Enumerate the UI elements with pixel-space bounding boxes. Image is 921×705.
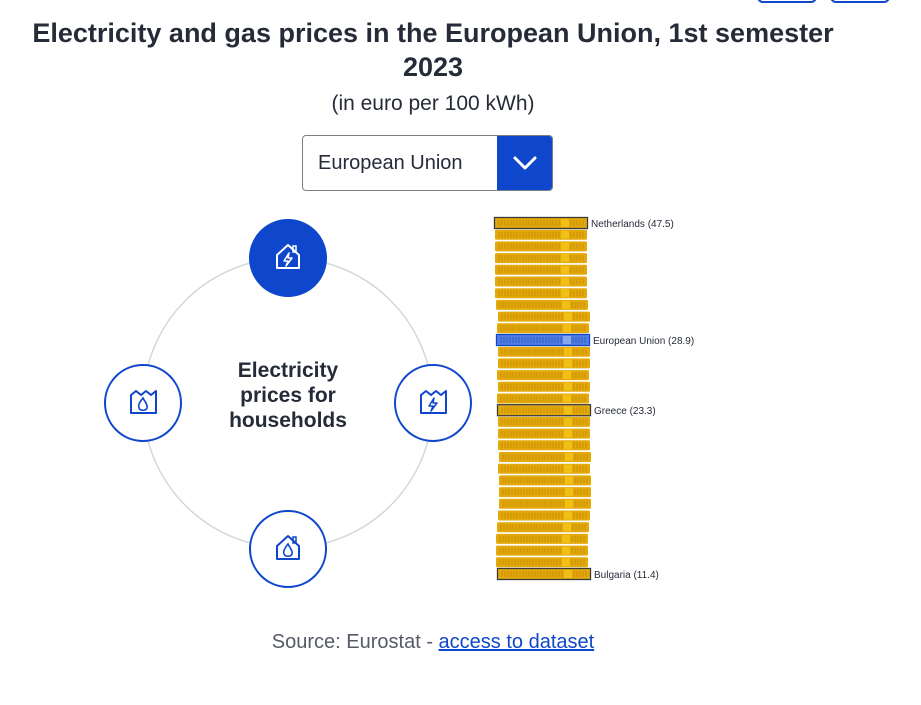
coin[interactable] [499,452,591,462]
node-electricity-non-households[interactable] [394,364,472,442]
coin[interactable] [498,463,590,474]
coin-outline [495,333,591,347]
coin-shine [561,230,569,239]
coin-shine [565,476,573,485]
page-title: Electricity and gas prices in the Europe… [32,18,834,82]
coin-shine [563,371,571,380]
coin[interactable] [496,545,588,556]
coin[interactable] [498,416,590,427]
coin[interactable] [497,370,589,381]
coin-outline [496,567,592,581]
coin-shine [565,499,573,508]
coin[interactable] [498,346,590,357]
house-electricity-icon [273,241,303,276]
coin-shine [561,289,569,298]
coin-shine [563,523,571,532]
node-electricity-households[interactable] [249,219,327,297]
coin-shine [561,265,569,274]
country-select[interactable]: European Union [302,135,553,191]
coin-shine [564,359,572,368]
coin[interactable] [496,533,588,544]
coin[interactable] [498,381,590,392]
coin-label: Greece (23.3) [594,406,656,417]
coin[interactable]: Bulgaria (11.4) [496,567,659,582]
node-gas-non-households[interactable] [104,364,182,442]
coin[interactable] [497,522,589,533]
coin-shine [563,324,571,333]
coin[interactable] [495,241,587,252]
factory-gas-icon [127,385,159,422]
coin-shine [564,382,572,391]
coin-shine [565,488,573,497]
coin-shine [562,300,570,309]
coin-label: Bulgaria (11.4) [594,570,659,581]
coin-shine [564,511,572,520]
coin-shine [561,254,569,263]
coin[interactable] [498,358,590,369]
coin[interactable] [495,229,587,240]
house-gas-icon [273,532,303,567]
coin-shine [562,546,570,555]
coin[interactable] [496,557,588,568]
coin-outline [493,216,589,230]
coin-shine [564,417,572,426]
coin-label: European Union (28.9) [593,336,694,347]
coin[interactable]: Greece (23.3) [496,404,656,418]
coin-label: Netherlands (47.5) [591,219,674,230]
coin[interactable] [497,323,589,334]
chevron-down-icon[interactable] [497,136,552,190]
coin[interactable] [499,475,591,486]
source-prefix: Source: Eurostat - [271,631,439,653]
coin-shine [564,441,572,450]
coin[interactable]: Netherlands (47.5) [493,216,674,231]
coin-shine [564,347,572,356]
country-select-value: European Union [318,152,463,174]
factory-electricity-icon [417,385,449,422]
coin[interactable] [499,487,591,498]
coin-stack-chart: Netherlands (47.5) European Union (28.9) G… [493,216,695,582]
coin[interactable] [496,299,588,310]
coin-shine [564,406,572,415]
coin-european-union[interactable]: European Union (28.9) [495,333,695,348]
coin-shine [561,242,569,251]
coin[interactable] [495,288,587,299]
coin[interactable] [498,440,590,451]
coin-shine [564,464,572,473]
coin-shine [563,336,571,344]
page-subtitle: (in euro per 100 kWh) [331,92,535,115]
coin[interactable] [495,264,587,275]
coin[interactable] [498,311,590,322]
coin-shine [565,453,573,461]
coin[interactable] [495,253,587,264]
node-gas-households[interactable] [249,510,327,588]
coin-shine [562,534,570,543]
source-line: Source: Eurostat - access to dataset [0,631,866,654]
coin-shine [562,558,570,567]
dataset-link[interactable]: access to dataset [438,631,595,653]
coin-shine [564,570,572,578]
coin-shine [561,219,569,227]
wheel-center-label: Electricity prices for households [229,359,347,432]
coin[interactable] [498,428,590,439]
coin-shine [564,312,572,321]
coin[interactable] [497,393,589,404]
coin[interactable] [495,276,587,287]
coin-shine [564,429,572,438]
coin-shine [561,277,569,286]
coin-shine [563,394,571,403]
coin-outline [496,404,592,417]
coin[interactable] [499,498,591,509]
coin[interactable] [498,510,590,521]
